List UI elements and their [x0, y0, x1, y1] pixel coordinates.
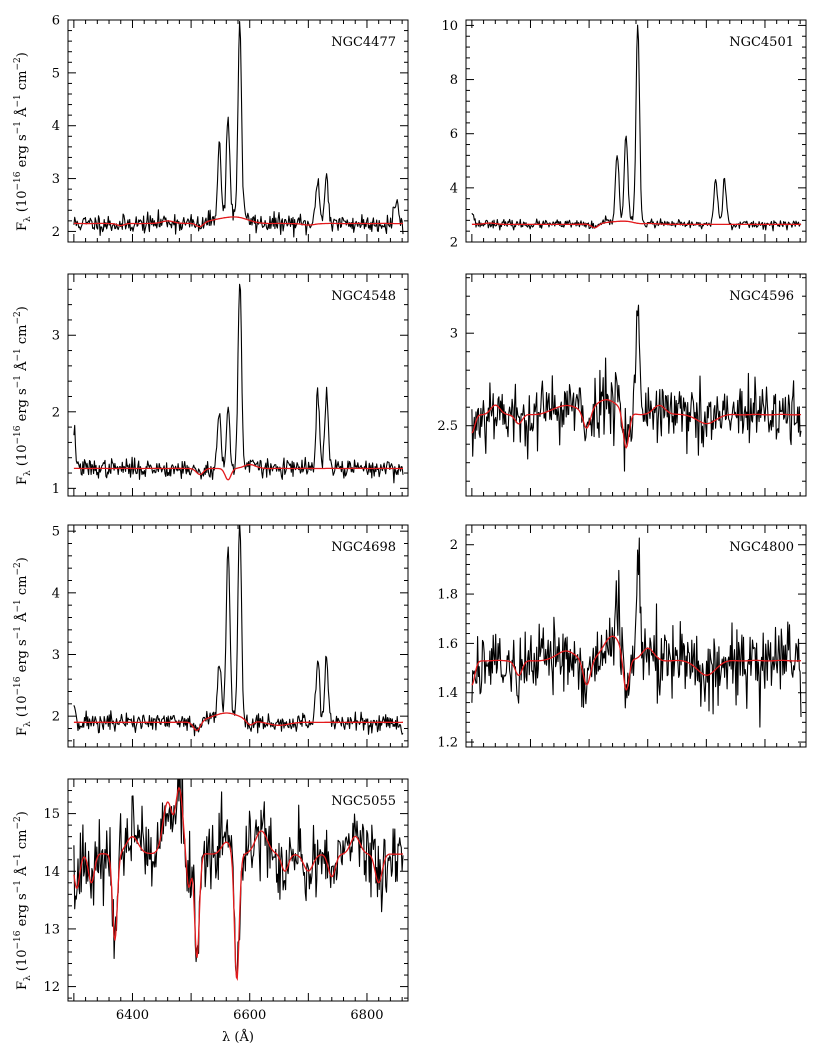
x-tick-label: 6600 [233, 1008, 266, 1023]
y-tick-label: 1.4 [437, 686, 458, 701]
panel-galaxy-name: NGC4548 [331, 289, 396, 304]
plot-frame [67, 524, 409, 748]
y-axis-label-row1: Fλ (10−16 erg s−1 Å−1 cm−2) [13, 52, 33, 231]
y-tick-label: 2 [52, 225, 60, 240]
y-tick-label: 6 [52, 14, 60, 29]
series-observed-line [471, 24, 802, 232]
y-tick-label: 2 [450, 538, 458, 553]
y-axis-label-row3: Fλ (10−16 erg s−1 Å−1 cm−2) [13, 557, 33, 736]
y-tick-label: 5 [52, 525, 60, 540]
panel-galaxy-name: NGC4698 [331, 540, 396, 555]
y-tick-label: 8 [450, 73, 458, 88]
series-observed-line [471, 537, 802, 728]
y-axis-label: Fλ (10−16 erg s−1 Å−1 cm−2) [13, 811, 33, 990]
series-model-line [471, 399, 801, 449]
y-tick-label: 2 [450, 236, 458, 251]
y-axis-label-row2: Fλ (10−16 erg s−1 Å−1 cm−2) [13, 306, 33, 485]
panel-ngc4698: 2 3 4 5 NGC4698 [52, 524, 409, 748]
y-tick-label: 2 [52, 710, 60, 725]
y-tick-label: 1.2 [437, 736, 458, 751]
y-tick-label: 12 [43, 980, 60, 995]
y-tick-label: 3 [52, 329, 60, 344]
y-tick-label: 1.6 [437, 637, 458, 652]
y-tick-label: 15 [43, 807, 60, 822]
panel-ngc5055: 6400 6600 6800 12 13 14 15 NGC5055 [43, 778, 409, 1023]
y-tick-label: 1.8 [437, 588, 458, 603]
x-tick-label: 6800 [350, 1008, 383, 1023]
y-tick-label: 4 [52, 119, 60, 134]
series-observed-line [73, 525, 404, 737]
y-axis-label-row4: Fλ (10−16 erg s−1 Å−1 cm−2) [13, 811, 33, 990]
y-tick-label: 6 [450, 127, 458, 142]
series-model-line [471, 635, 801, 692]
panel-galaxy-name: NGC5055 [331, 794, 396, 809]
series-model-line [73, 216, 403, 228]
series-observed-line [73, 20, 404, 238]
y-tick-label: 10 [441, 19, 458, 34]
panel-ngc4477: 2 3 4 5 6 NGC4477 [52, 14, 409, 243]
y-tick-label: 14 [43, 865, 60, 880]
y-tick-label: 2.5 [437, 419, 458, 434]
y-tick-label: 3 [52, 172, 60, 187]
panel-ngc4596: 2.5 3 NGC4596 [437, 273, 807, 497]
y-axis-label: Fλ (10−16 erg s−1 Å−1 cm−2) [13, 52, 33, 231]
x-tick-label: 6400 [116, 1008, 149, 1023]
y-tick-label: 3 [52, 648, 60, 663]
y-tick-label: 5 [52, 66, 60, 81]
series-model-line [73, 712, 403, 731]
y-axis-label: Fλ (10−16 erg s−1 Å−1 cm−2) [13, 306, 33, 485]
x-axis-label: λ (Å) [222, 1029, 254, 1045]
y-axis-label: Fλ (10−16 erg s−1 Å−1 cm−2) [13, 557, 33, 736]
y-tick-label: 2 [52, 405, 60, 420]
series-observed-line [471, 304, 802, 472]
y-tick-label: 4 [52, 586, 60, 601]
panel-galaxy-name: NGC4800 [729, 540, 794, 555]
panel-galaxy-name: NGC4501 [729, 35, 794, 50]
series-observed-line [73, 283, 404, 484]
series-model-line [471, 220, 801, 229]
panel-ngc4800: 1.2 1.4 1.6 1.8 2 NGC4800 [437, 524, 807, 751]
panel-ngc4501: 2 4 6 8 10 NGC4501 [441, 19, 807, 251]
y-tick-label: 3 [450, 327, 458, 342]
series-model-line [73, 786, 403, 982]
panel-ngc4548: 1 2 3 NGC4548 [52, 273, 409, 497]
panel-galaxy-name: NGC4596 [729, 289, 794, 304]
y-tick-label: 13 [43, 922, 60, 937]
y-tick-label: 1 [52, 482, 60, 497]
plot-frame [465, 524, 807, 748]
panel-galaxy-name: NGC4477 [331, 35, 396, 50]
series-model-line [73, 463, 404, 481]
y-tick-label: 4 [450, 181, 458, 196]
